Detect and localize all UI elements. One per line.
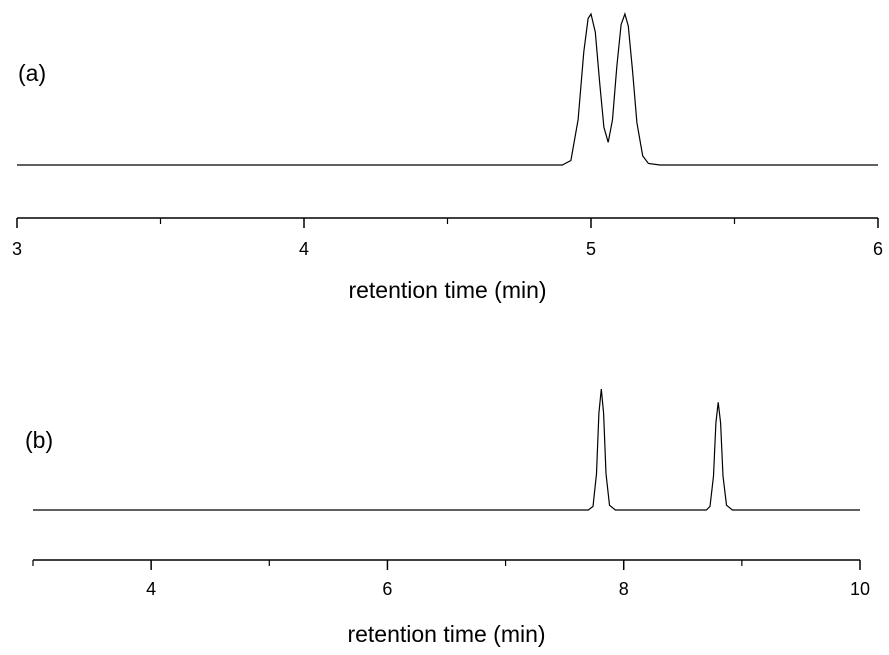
panel-label: (b) [25, 427, 53, 453]
x-axis-label: retention time (min) [348, 277, 546, 303]
chromatogram-line [33, 388, 860, 511]
x-tick-label: 6 [873, 239, 883, 259]
x-tick-label: 6 [382, 579, 392, 599]
x-tick-label: 5 [586, 239, 596, 259]
x-tick-label: 4 [146, 579, 156, 599]
x-tick-label: 10 [850, 579, 870, 599]
x-tick-label: 4 [299, 239, 309, 259]
x-tick-label: 8 [619, 579, 629, 599]
x-tick-label: 3 [12, 239, 22, 259]
chromatogram-line [17, 12, 878, 166]
x-axis-label: retention time (min) [347, 621, 545, 647]
panel-label: (a) [18, 60, 46, 86]
